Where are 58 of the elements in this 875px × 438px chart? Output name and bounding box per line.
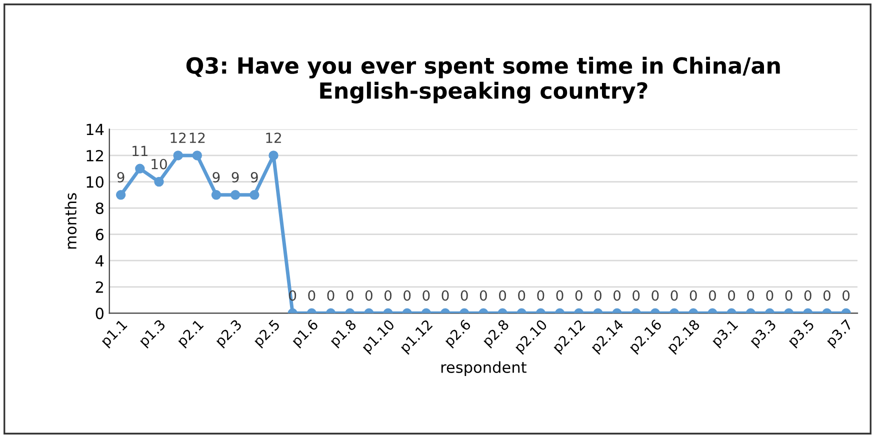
data-label: 10 xyxy=(152,158,167,170)
data-label: 0 xyxy=(537,290,544,301)
data-label: 0 xyxy=(804,290,812,301)
data-label: 0 xyxy=(823,290,830,301)
data-label: 0 xyxy=(842,290,850,301)
data-label: 0 xyxy=(594,290,602,301)
data-label: 12 xyxy=(170,132,186,143)
y-axis-title: months xyxy=(64,193,77,249)
y-tick-label: 14 xyxy=(86,124,104,136)
point xyxy=(250,190,260,200)
point xyxy=(173,150,183,160)
data-label: 0 xyxy=(575,290,582,301)
data-label: 9 xyxy=(117,172,124,182)
y-tick-label: 2 xyxy=(96,281,103,293)
data-label: 0 xyxy=(308,290,316,301)
data-label: 0 xyxy=(327,290,334,301)
data-label: 0 xyxy=(690,290,697,301)
data-label: 0 xyxy=(404,290,411,301)
data-label: 12 xyxy=(190,132,205,143)
y-tick-label: 10 xyxy=(86,176,104,188)
data-label: 9 xyxy=(232,172,239,182)
data-label: 0 xyxy=(442,290,449,301)
y-tick-label: 4 xyxy=(96,255,104,266)
data-label: 0 xyxy=(728,290,736,301)
y-tick-label: 0 xyxy=(96,308,104,320)
point xyxy=(135,164,145,174)
chart-title: Q3: Have you ever spent some time in China/an English-speaking country? xyxy=(186,56,780,104)
data-label: 0 xyxy=(632,290,640,301)
y-tick-label: 6 xyxy=(96,228,104,240)
data-label: 0 xyxy=(670,290,678,301)
data-label: 11 xyxy=(132,146,148,156)
data-label: 9 xyxy=(212,172,220,182)
point xyxy=(230,190,240,200)
data-label: 12 xyxy=(266,132,281,143)
y-tick-label: 12 xyxy=(86,150,103,162)
data-label: 0 xyxy=(384,290,392,301)
x-axis-title: respondent xyxy=(441,361,526,376)
data-label: 0 xyxy=(365,290,372,301)
data-label: 0 xyxy=(708,290,716,301)
point xyxy=(192,150,202,160)
point xyxy=(211,190,222,200)
point xyxy=(154,176,164,187)
data-label: 0 xyxy=(747,290,754,301)
data-label: 0 xyxy=(614,290,621,301)
data-label: 9 xyxy=(250,172,258,182)
y-tick-label: 8 xyxy=(96,202,104,214)
data-label: 0 xyxy=(422,290,430,301)
data-label: 0 xyxy=(652,290,659,301)
data-label: 0 xyxy=(785,290,792,301)
data-label: 0 xyxy=(556,290,564,301)
point xyxy=(116,190,126,200)
data-label: 0 xyxy=(499,290,506,301)
data-label: 0 xyxy=(518,290,526,301)
data-label: 0 xyxy=(460,290,468,301)
data-label: 0 xyxy=(480,290,487,301)
data-label: 0 xyxy=(346,290,354,301)
data-label: 0 xyxy=(766,290,774,301)
point xyxy=(268,150,278,160)
